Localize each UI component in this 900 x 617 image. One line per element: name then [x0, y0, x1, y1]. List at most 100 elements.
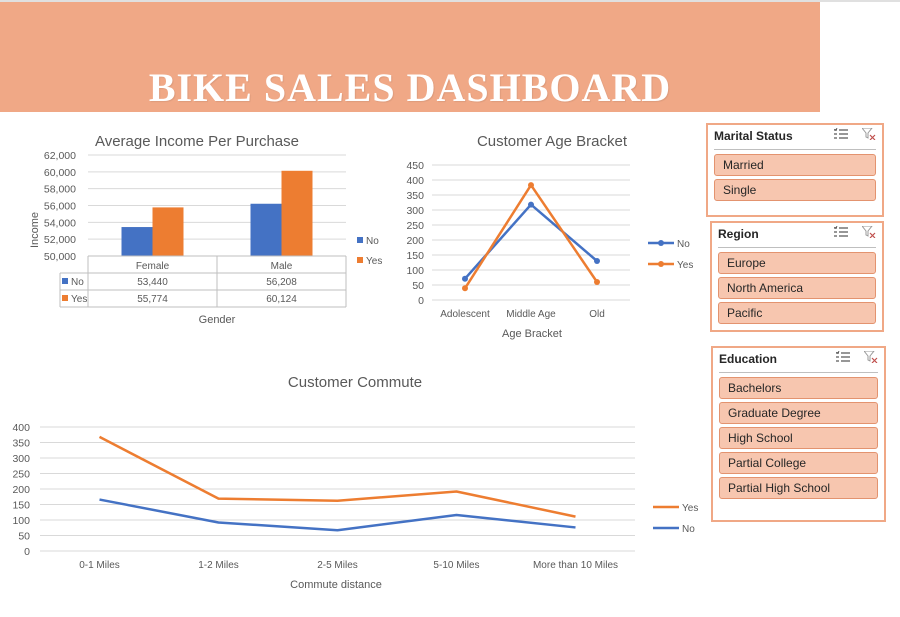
slicer-item-europe[interactable]: Europe — [718, 252, 876, 274]
y-tick-label: 100 — [406, 265, 424, 277]
multi-select-icon[interactable] — [834, 128, 848, 140]
bar-yes-female — [152, 207, 184, 256]
x-tick-label: 1-2 Miles — [198, 560, 239, 571]
y-tick-label: 350 — [406, 190, 424, 202]
x-tick-label: Middle Age — [506, 309, 556, 320]
table-legend-key — [62, 295, 68, 301]
slicer-marital-status: Marital Status Married Single — [706, 123, 884, 217]
x-tick-label: More than 10 Miles — [533, 560, 618, 571]
bar-no-female — [121, 227, 153, 256]
clear-filter-icon[interactable] — [862, 226, 876, 238]
y-tick-label: 100 — [12, 515, 30, 527]
data-point-no — [594, 258, 600, 264]
data-point-no — [462, 275, 468, 282]
y-tick-label: 62,000 — [44, 150, 76, 162]
x-tick-label: 5-10 Miles — [433, 560, 479, 571]
legend-label: Yes — [677, 260, 693, 271]
slicer-item-single[interactable]: Single — [714, 179, 876, 201]
legend-label: Yes — [366, 256, 382, 267]
y-tick-label: 0 — [418, 295, 424, 307]
x-tick-label: Adolescent — [440, 309, 490, 320]
table-series-label: No — [71, 277, 84, 288]
slicer-item-high-school[interactable]: High School — [719, 427, 878, 449]
table-legend-key — [62, 278, 68, 284]
y-tick-label: 54,000 — [44, 217, 76, 229]
y-tick-label: 250 — [406, 220, 424, 232]
y-tick-label: 300 — [406, 205, 424, 217]
commute-chart-title: Customer Commute — [288, 374, 422, 391]
multi-select-icon[interactable] — [834, 226, 848, 238]
slicer-item-north-america[interactable]: North America — [718, 277, 876, 299]
y-tick-label: 56,000 — [44, 201, 76, 213]
legend-key — [357, 237, 363, 243]
x-tick-label: Male — [271, 261, 293, 272]
slicer-item-graduate-degree[interactable]: Graduate Degree — [719, 402, 878, 424]
y-tick-label: 350 — [12, 438, 30, 450]
y-tick-label: 400 — [406, 175, 424, 187]
age-bracket-chart: Customer Age Bracket 0 50 100 150 200 250 300 3… — [406, 133, 693, 340]
legend-key — [357, 257, 363, 263]
data-label: 55,774 — [137, 294, 168, 305]
slicer-item-married[interactable]: Married — [714, 154, 876, 176]
y-tick-label: 52,000 — [44, 234, 76, 246]
series-line-yes — [98, 435, 576, 518]
income-x-axis-label: Gender — [199, 314, 236, 326]
slicer-title: Region — [718, 227, 759, 241]
data-point-yes — [594, 279, 600, 285]
legend-marker — [658, 240, 664, 246]
series-line-no — [464, 203, 598, 280]
clear-filter-icon[interactable] — [862, 128, 876, 140]
slicer-header: Education — [719, 348, 878, 373]
age-chart-title: Customer Age Bracket — [477, 133, 628, 150]
y-tick-label: 50 — [412, 280, 424, 292]
dashboard-title: BIKE SALES DASHBOARD — [148, 65, 672, 110]
slicer-header: Marital Status — [714, 125, 876, 150]
legend-label: Yes — [682, 503, 698, 514]
income-chart-title: Average Income Per Purchase — [95, 133, 299, 150]
income-chart: Average Income Per Purchase Income 50,00… — [29, 133, 382, 326]
y-tick-label: 200 — [406, 235, 424, 247]
y-tick-label: 150 — [406, 250, 424, 262]
legend-label: No — [677, 239, 690, 250]
data-point-no — [528, 201, 534, 208]
slicer-item-partial-high-school[interactable]: Partial High School — [719, 477, 878, 499]
income-y-axis-label: Income — [29, 212, 41, 248]
y-tick-label: 0 — [24, 546, 30, 558]
y-tick-label: 200 — [12, 484, 30, 496]
clear-filter-icon[interactable] — [864, 351, 878, 363]
x-tick-label: Female — [136, 261, 170, 272]
series-line-yes — [463, 183, 599, 289]
x-tick-label: Old — [589, 309, 605, 320]
table-series-label: Yes — [71, 294, 87, 305]
age-x-axis-label: Age Bracket — [502, 328, 562, 340]
data-label: 56,208 — [266, 277, 297, 288]
slicer-item-partial-college[interactable]: Partial College — [719, 452, 878, 474]
series-line-no — [99, 498, 576, 532]
y-tick-label: 50 — [18, 531, 30, 543]
slicer-item-pacific[interactable]: Pacific — [718, 302, 876, 324]
commute-x-axis-label: Commute distance — [290, 579, 382, 591]
y-tick-label: 250 — [12, 469, 30, 481]
legend-label: No — [682, 524, 695, 535]
x-tick-label: 0-1 Miles — [79, 560, 120, 571]
data-label: 53,440 — [137, 277, 168, 288]
bar-no-male — [250, 203, 282, 256]
dashboard-banner: BIKE SALES DASHBOARD — [0, 2, 820, 112]
y-tick-label: 60,000 — [44, 167, 76, 179]
y-tick-label: 58,000 — [44, 184, 76, 196]
y-tick-label: 450 — [406, 160, 424, 172]
bar-yes-male — [281, 170, 313, 256]
slicer-title: Marital Status — [714, 129, 793, 143]
y-tick-label: 300 — [12, 453, 30, 465]
slicer-title: Education — [719, 352, 778, 366]
y-tick-label: 50,000 — [44, 251, 76, 263]
slicer-item-bachelors[interactable]: Bachelors — [719, 377, 878, 399]
slicer-education: Education Bachelors Graduate Degree High… — [711, 346, 886, 522]
data-point-yes — [462, 285, 468, 292]
data-point-yes — [528, 182, 534, 189]
x-tick-label: 2-5 Miles — [317, 560, 358, 571]
sheet-gridline — [0, 0, 900, 2]
legend-label: No — [366, 236, 379, 247]
data-label: 60,124 — [266, 294, 297, 305]
multi-select-icon[interactable] — [836, 351, 850, 363]
